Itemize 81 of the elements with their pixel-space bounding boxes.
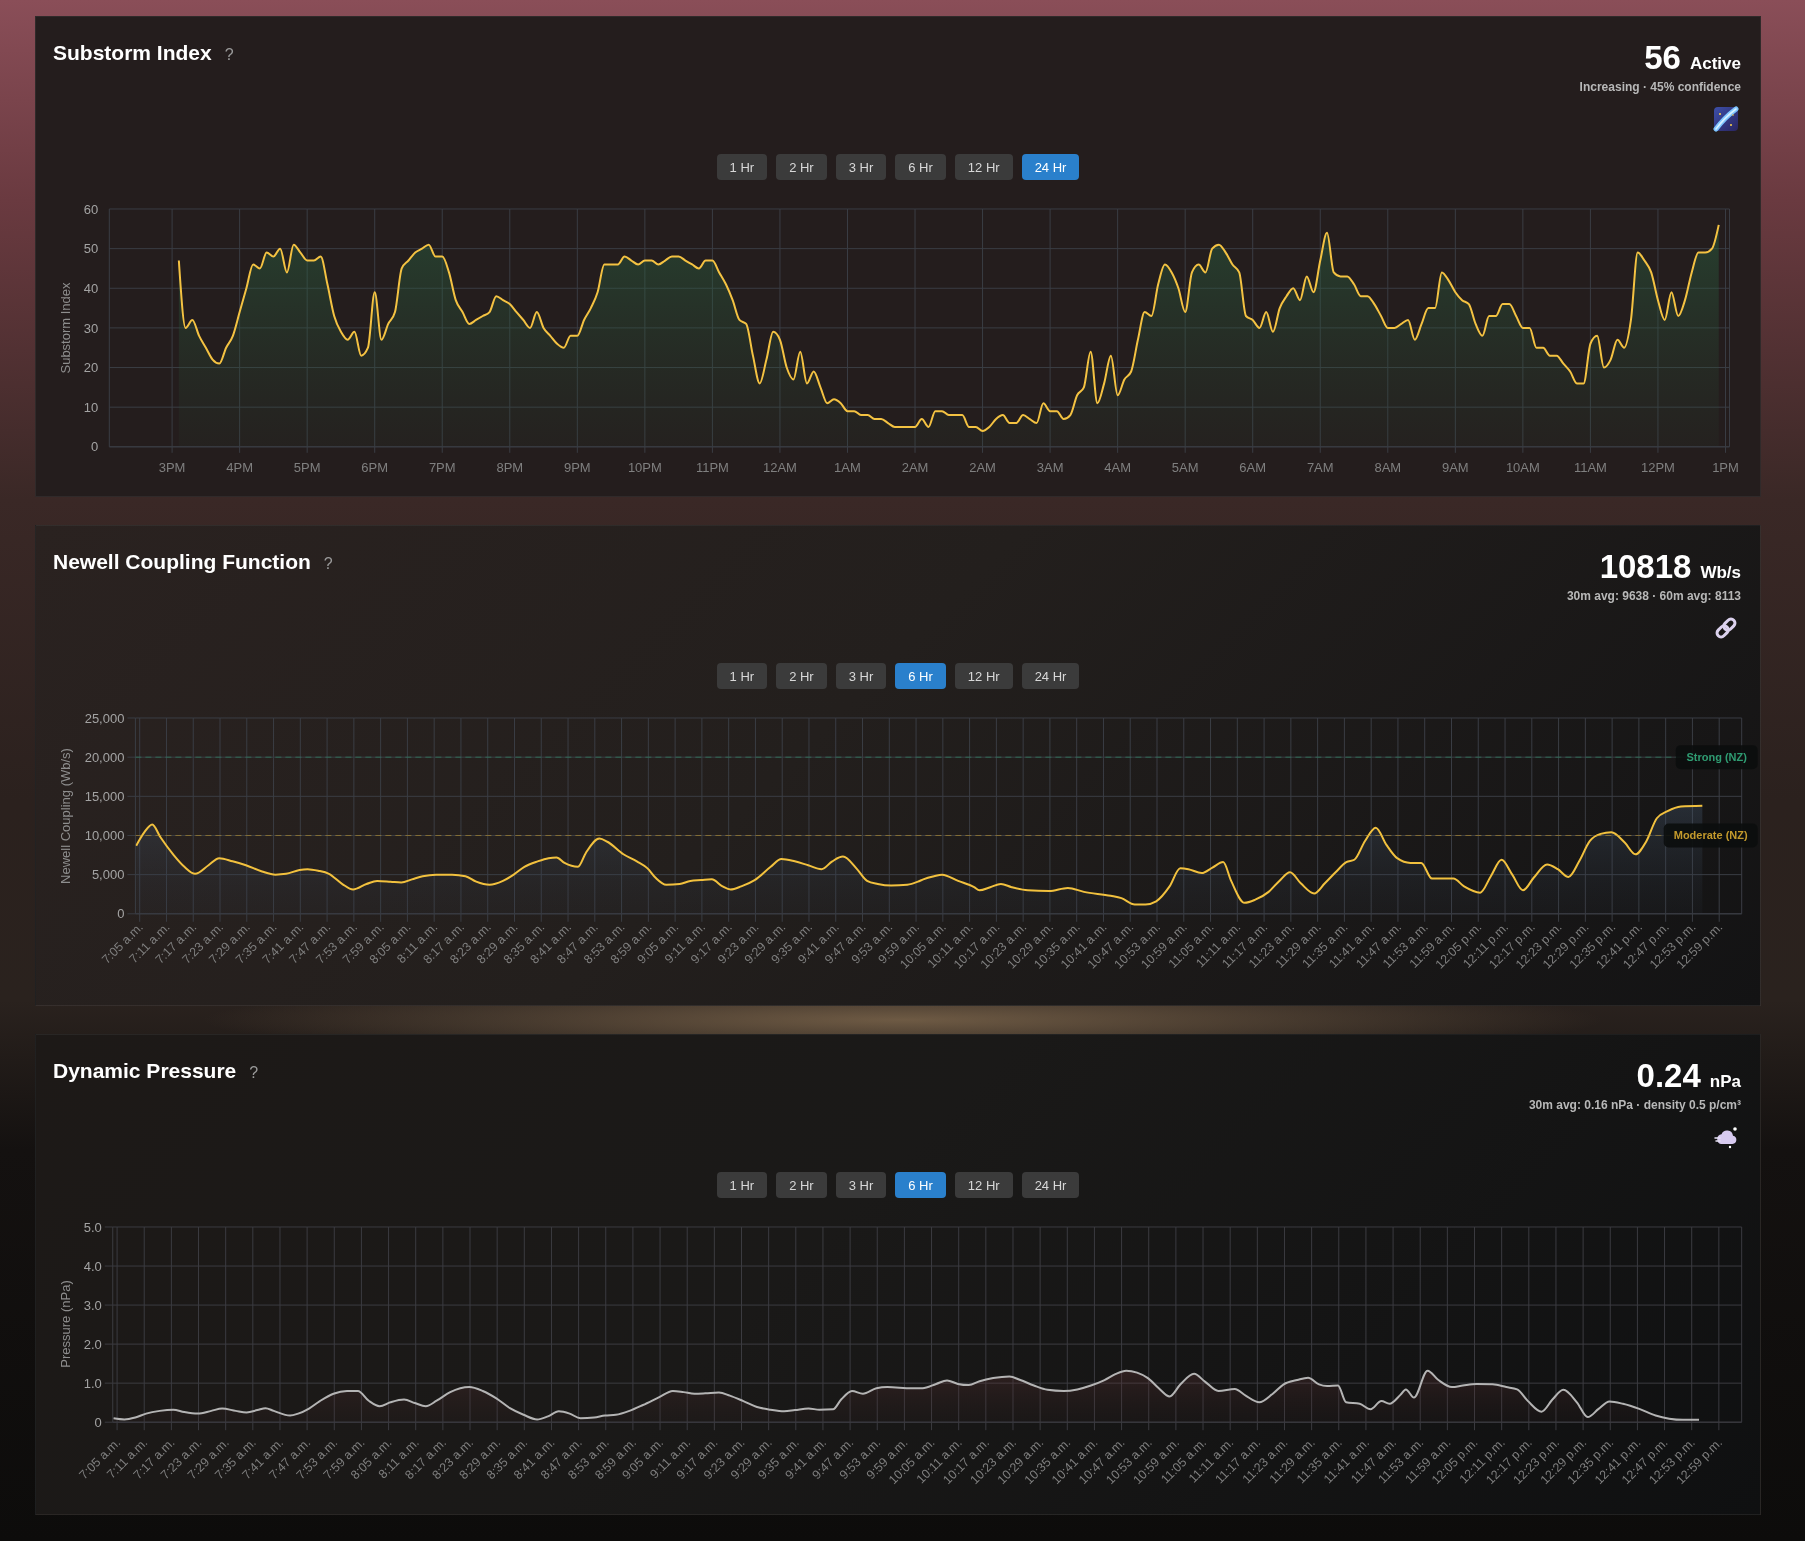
x-tick-label: 2AM	[969, 460, 996, 476]
x-tick-label: 3PM	[158, 460, 186, 476]
y-tick-label: 15,000	[84, 788, 125, 804]
chart-title: Newell Coupling Function	[53, 550, 311, 574]
text: Active	[1689, 54, 1741, 73]
text: ?	[249, 1064, 259, 1082]
x-tick-label: 1PM	[1712, 460, 1739, 476]
x-tick-label: 12AM	[762, 460, 797, 476]
y-tick-label: 5.0	[83, 1219, 102, 1235]
x-tick-label: 6AM	[1239, 460, 1267, 476]
y-tick-label: 0	[94, 1414, 102, 1430]
text: 10818	[1599, 548, 1692, 585]
x-tick-label: 1AM	[834, 460, 861, 476]
y-tick-label: 30	[83, 320, 99, 336]
time-range-button[interactable]: 6 Hr	[895, 663, 946, 689]
y-tick-label: 10	[83, 400, 99, 416]
time-range-button[interactable]: 24 Hr	[1021, 1172, 1080, 1198]
chart-title: Dynamic Pressure	[53, 1059, 237, 1083]
text: ?	[224, 46, 234, 64]
time-range-button[interactable]: 2 Hr	[776, 1172, 827, 1198]
y-tick-label: 20	[83, 360, 99, 376]
y-tick-label: 1.0	[83, 1375, 102, 1391]
x-tick-label: 3AM	[1036, 460, 1064, 476]
y-tick-label: 40	[83, 281, 99, 297]
time-range-button[interactable]: 12 Hr	[954, 1172, 1013, 1198]
text: Wb/s	[1700, 563, 1741, 582]
x-tick-label: 11PM	[695, 460, 729, 476]
y-tick-label: 25,000	[84, 710, 125, 726]
text: 0.24	[1636, 1057, 1701, 1094]
time-range-button[interactable]: 2 Hr	[776, 663, 827, 689]
x-tick-label: 9PM	[563, 460, 591, 476]
time-range-button[interactable]: 12 Hr	[954, 663, 1013, 689]
y-tick-label: 20,000	[84, 749, 125, 765]
y-tick-label: 5,000	[91, 867, 125, 883]
text: ?	[323, 555, 333, 573]
y-tick-label: 3.0	[83, 1297, 102, 1313]
x-tick-label: 6PM	[361, 460, 389, 476]
time-range-button[interactable]: 6 Hr	[895, 1172, 946, 1198]
y-tick-label: 4.0	[83, 1258, 102, 1274]
y-tick-label: 0	[117, 906, 125, 922]
x-tick-label: 10PM	[627, 460, 662, 476]
y-tick-label: 0	[91, 439, 99, 455]
chart-title: Substorm Index	[53, 41, 212, 65]
time-range-button[interactable]: 1 Hr	[716, 154, 768, 180]
ref-line-label: Moderate (NZ)	[1673, 829, 1748, 842]
x-tick-label: 7PM	[428, 460, 456, 476]
y-axis-title: Newell Coupling (Wb/s)	[57, 747, 73, 884]
time-range-button[interactable]: 24 Hr	[1021, 154, 1080, 180]
time-range-button[interactable]: 1 Hr	[716, 1172, 768, 1198]
x-tick-label: 11AM	[1573, 460, 1607, 476]
text: 30m avg: 0.16 nPa · density 0.5 p/cm³	[1528, 1098, 1741, 1112]
x-tick-label: 4PM	[226, 460, 253, 476]
y-tick-label: 60	[83, 202, 99, 218]
text: Increasing · 45% confidence	[1579, 80, 1741, 94]
ref-line-label: Strong (NZ)	[1686, 750, 1748, 763]
x-tick-label: 8AM	[1374, 460, 1402, 476]
x-tick-label: 5PM	[293, 460, 321, 476]
y-tick-label: 2.0	[83, 1336, 102, 1352]
time-range-button[interactable]: 3 Hr	[835, 1172, 887, 1198]
x-tick-label: 4AM	[1104, 460, 1131, 476]
time-range-button[interactable]: 3 Hr	[835, 154, 887, 180]
time-range-button[interactable]: 1 Hr	[716, 663, 768, 689]
time-range-button[interactable]: 3 Hr	[835, 663, 887, 689]
x-tick-label: 9AM	[1441, 460, 1469, 476]
x-tick-label: 12PM	[1640, 460, 1675, 476]
time-range-button[interactable]: 12 Hr	[954, 154, 1013, 180]
x-tick-label: 8PM	[496, 460, 524, 476]
text: nPa	[1709, 1072, 1741, 1091]
y-tick-label: 50	[83, 241, 99, 257]
time-range-button[interactable]: 6 Hr	[895, 154, 946, 180]
x-tick-label: 5AM	[1171, 460, 1199, 476]
x-tick-label: 2AM	[901, 460, 929, 476]
time-range-button[interactable]: 2 Hr	[776, 154, 827, 180]
x-tick-label: 7AM	[1306, 460, 1334, 476]
y-tick-label: 10,000	[84, 827, 125, 843]
time-range-button[interactable]: 24 Hr	[1021, 663, 1080, 689]
x-tick-label: 10AM	[1505, 460, 1540, 476]
text: 30m avg: 9638 · 60m avg: 8113	[1566, 589, 1741, 603]
y-axis-title: Pressure (nPa)	[57, 1280, 73, 1369]
y-axis-title: Substorm Index	[57, 282, 73, 374]
text: 56	[1644, 39, 1681, 76]
